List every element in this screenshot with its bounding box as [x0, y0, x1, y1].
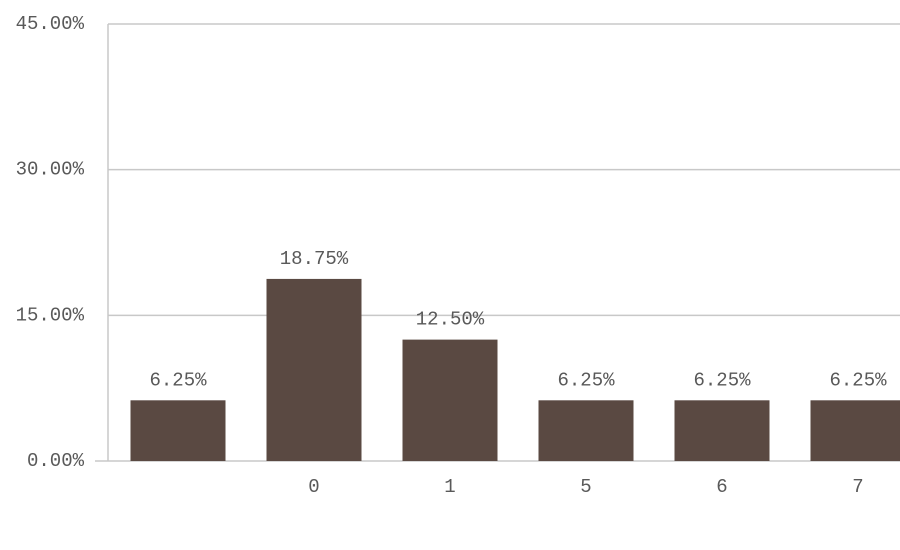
x-tick-label: 0: [308, 476, 319, 498]
value-label: 6.25%: [149, 369, 207, 391]
bar: [402, 339, 498, 461]
bar: [538, 400, 634, 461]
y-tick-label: 30.00%: [16, 159, 85, 181]
bar: [674, 400, 770, 461]
value-label: 6.25%: [829, 369, 887, 391]
value-label: 6.25%: [693, 369, 751, 391]
y-tick-label: 45.00%: [16, 13, 85, 35]
bar: [130, 400, 226, 461]
y-tick-label: 15.00%: [16, 304, 85, 326]
x-tick-label: 1: [444, 476, 455, 498]
value-label: 6.25%: [557, 369, 615, 391]
value-label: 18.75%: [280, 248, 349, 270]
x-tick-label: 7: [852, 476, 863, 498]
value-label: 12.50%: [416, 309, 485, 331]
y-tick-label: 0.00%: [27, 450, 85, 472]
x-tick-label: 6: [716, 476, 727, 498]
bar: [266, 278, 362, 461]
bar: [810, 400, 900, 461]
x-tick-label: 5: [580, 476, 591, 498]
